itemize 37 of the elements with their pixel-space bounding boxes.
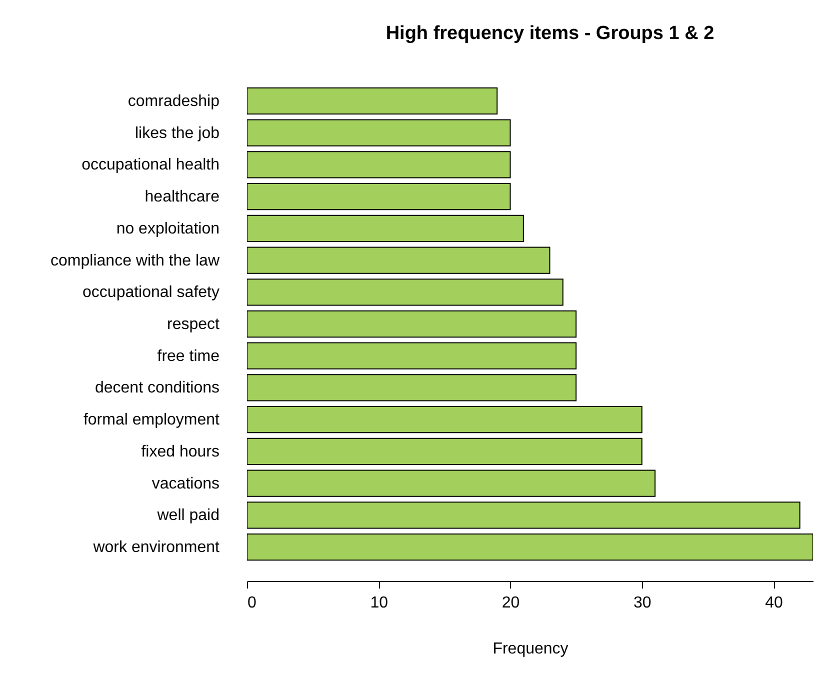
y-tick-label: occupational safety: [82, 284, 220, 302]
bar: [247, 87, 498, 114]
bar: [247, 214, 524, 242]
y-tick-label: formal employment: [83, 412, 220, 429]
y-tick-label: well paid: [156, 507, 220, 524]
y-tick-label: free time: [157, 348, 220, 365]
y-tick-label: fixed hours: [141, 443, 220, 460]
bar: [247, 534, 813, 561]
chart-title: High frequency items - Groups 1 & 2: [386, 23, 714, 44]
x-axis-title: Frequency: [492, 640, 568, 658]
y-tick-label: no exploitation: [116, 220, 220, 238]
y-tick-label: compliance with the law: [50, 252, 220, 270]
x-tick-label: 20: [502, 594, 520, 612]
y-tick-label: respect: [167, 316, 220, 333]
bar: [247, 182, 511, 210]
y-tick-label: occupational health: [82, 156, 220, 174]
bar: [247, 406, 642, 434]
y-tick-label: decent conditions: [94, 380, 220, 397]
x-tick-label: 30: [633, 594, 652, 612]
y-tick-label: work environment: [92, 539, 220, 556]
bar: [247, 278, 564, 306]
bar: [247, 151, 511, 178]
bar: [247, 374, 577, 402]
y-tick-label: likes the job: [135, 124, 220, 142]
y-tick-label: vacations: [152, 475, 220, 492]
y-tick-label: comradeship: [128, 92, 220, 110]
bar: [247, 342, 577, 370]
bar: [247, 310, 577, 338]
x-tick-label: 0: [248, 594, 256, 612]
bar: [247, 246, 550, 274]
y-tick-label: healthcare: [144, 188, 220, 206]
bar: [247, 438, 642, 466]
bar: [247, 502, 800, 529]
x-tick-label: 10: [370, 594, 388, 612]
x-tick-label: 40: [765, 594, 784, 612]
bar: [247, 470, 656, 497]
bar: [247, 119, 511, 146]
